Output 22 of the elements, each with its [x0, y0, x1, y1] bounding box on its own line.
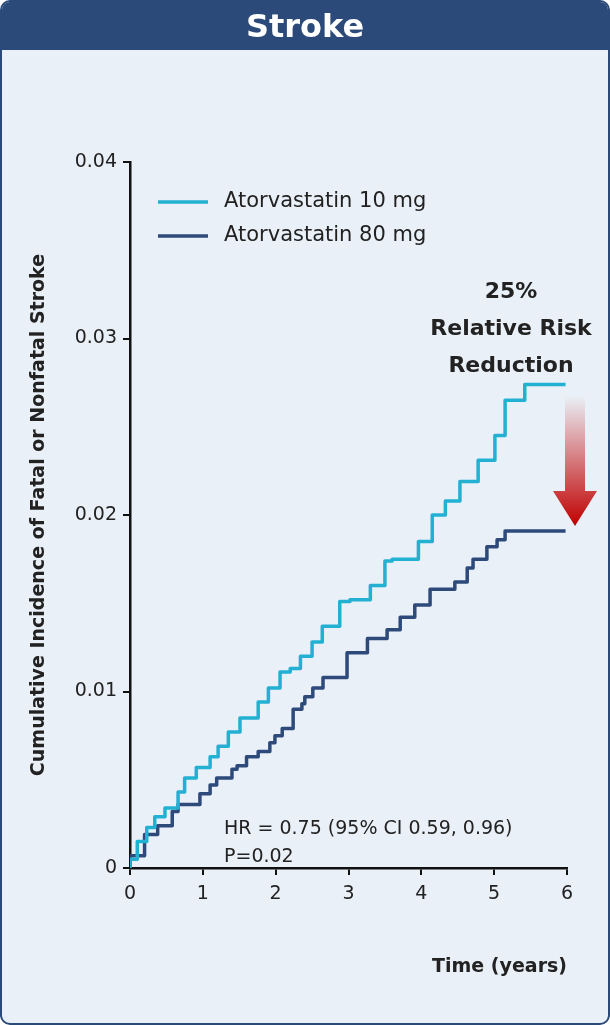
annotation: Relative Risk [430, 314, 594, 340]
x-tick-label: 2 [269, 881, 282, 904]
y-tick-label: 0 [104, 854, 117, 877]
x-tick-label: 0 [123, 881, 137, 904]
x-tick-label: 5 [488, 881, 501, 904]
legend-label: Atorvastatin 10 mg [224, 188, 427, 213]
x-tick-label: 6 [560, 881, 574, 904]
chart-title: Stroke [2, 2, 608, 50]
x-tick-label: 3 [342, 881, 355, 904]
annotation: P=0.02 [224, 843, 294, 866]
annotation: HR = 0.75 (95% CI 0.59, 0.96) [224, 815, 513, 838]
annotation: 25% [484, 277, 538, 303]
y-tick-label: 0.04 [74, 148, 117, 171]
x-axis-title: Time (years) [432, 953, 567, 976]
x-tick-label: 4 [415, 881, 428, 904]
legend-label: Atorvastatin 80 mg [224, 222, 427, 247]
y-tick-label: 0.02 [74, 501, 117, 524]
annotation: Reduction [448, 351, 574, 377]
y-axis-title: Cumulative Incidence of Fatal or Nonfatal Stroke [26, 253, 49, 777]
y-tick-label: 0.03 [74, 325, 117, 348]
y-tick-label: 0.01 [74, 678, 117, 701]
x-tick-label: 1 [196, 881, 209, 904]
